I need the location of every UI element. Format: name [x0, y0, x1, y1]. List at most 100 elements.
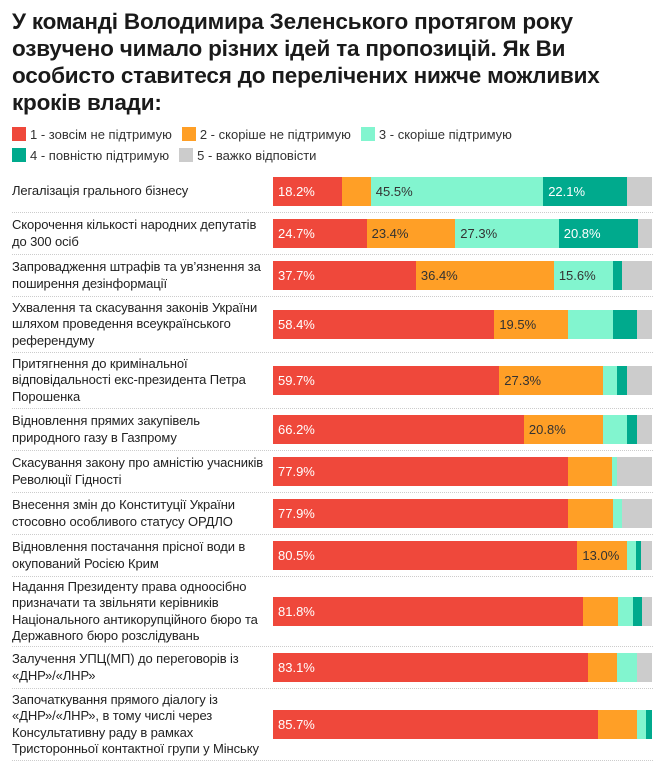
bar-segment — [602, 415, 628, 444]
category-label: Відновлення прямих закупівель природного… — [12, 413, 200, 445]
bar-segment — [567, 457, 613, 486]
bar-segment: 27.3% — [499, 366, 603, 395]
legend-label: 3 - скоріше підтримую — [378, 127, 512, 142]
bar-segment — [627, 415, 637, 444]
bar-segment — [568, 310, 613, 339]
stacked-bar: 83.1% — [273, 653, 652, 682]
stacked-bar: 24.7% 23.4% 27.3% 20.8% — [273, 219, 652, 248]
chart-row: Внесення змін до Конституції України сто… — [12, 493, 653, 535]
chart-row: Легалізація грального бізнесу 18.2% 45.5% 2… — [12, 171, 653, 213]
stacked-bar: 81.8% — [273, 597, 652, 626]
bar-segment: 22.1% — [543, 177, 627, 206]
chart-row: Запровадження штрафів та ув’язнення за п… — [12, 255, 653, 297]
bar-segment: 36.4% — [415, 261, 554, 290]
bar-segment: 81.8% — [273, 597, 584, 626]
bar-segment: 27.3% — [455, 219, 559, 248]
bar-segment — [617, 457, 652, 486]
legend-swatch — [12, 127, 26, 141]
bar-segment: 77.9% — [273, 457, 568, 486]
category-label: Скорочення кількості народних депутатів … — [12, 217, 257, 249]
bar-segment — [617, 597, 633, 626]
category-label: Запровадження штрафів та ув’язнення за п… — [12, 259, 261, 291]
legend-item: 1 - зовсім не підтримую — [12, 124, 172, 145]
category-label: Притягнення до кримінальної відповідальн… — [12, 355, 246, 404]
bar-segment — [568, 499, 613, 528]
category-label: Залучення УПЦ(МП) до переговорів із «ДНР… — [12, 651, 239, 683]
chart-title: У команді Володимира Зеленського протяго… — [12, 9, 600, 115]
bar-segment: 58.4% — [273, 310, 495, 339]
bar-segment — [583, 597, 618, 626]
stacked-bar: 59.7% 27.3% — [273, 366, 652, 395]
legend-swatch — [179, 148, 194, 162]
bar-segment — [602, 366, 617, 395]
stacked-bar: 85.7% — [273, 710, 652, 739]
legend-item: 5 - важко відповісти — [179, 145, 316, 166]
chart-row: Притягнення до кримінальної відповідальн… — [12, 353, 653, 409]
category-label: Легалізація грального бізнесу — [12, 183, 189, 199]
bar-segment — [612, 457, 618, 486]
bar-segment: 23.4% — [366, 219, 456, 248]
stacked-bar: 66.2% 20.8% — [273, 415, 652, 444]
bar-segment — [636, 541, 642, 570]
bar-segment: 66.2% — [273, 415, 524, 444]
bar-segment — [632, 597, 643, 626]
legend-swatch — [181, 127, 196, 141]
category-label: Ухвалення та скасування законів України … — [12, 299, 258, 348]
legend-label: 4 - повністю підтримую — [30, 148, 170, 163]
stacked-bar: 77.9% — [273, 499, 652, 528]
bar-segment: 77.9% — [273, 499, 569, 528]
bar-segment: 20.8% — [523, 415, 603, 444]
bar-segment: 85.7% — [273, 710, 598, 739]
chart-row: Започаткування прямого діалогу із «ДНР»/… — [12, 689, 653, 761]
chart-row: Ухвалення та скасування законів України … — [12, 297, 653, 353]
chart-row: Скасування закону про амністію учасників… — [12, 451, 653, 493]
category-label: Внесення змін до Конституції України сто… — [12, 497, 235, 529]
legend-label: 1 - зовсім не підтримую — [30, 127, 172, 142]
chart-rows: Легалізація грального бізнесу 18.2% 45.5% 2… — [12, 171, 653, 761]
bar-segment — [636, 415, 652, 444]
bar-segment — [587, 653, 618, 682]
stacked-bar: 77.9% — [273, 457, 652, 486]
bar-segment — [616, 366, 628, 395]
bar-segment — [622, 261, 652, 290]
bar-segment — [627, 366, 652, 395]
bar-segment: 20.8% — [558, 219, 638, 248]
bar-segment — [341, 177, 371, 206]
bar-segment: 13.0% — [577, 541, 627, 570]
stacked-bar: 58.4% 19.5% — [273, 310, 652, 339]
bar-segment — [646, 710, 652, 739]
category-label: Започаткування прямого діалогу із «ДНР»/… — [12, 691, 259, 757]
bar-segment — [641, 541, 652, 570]
bar-segment — [637, 310, 652, 339]
bar-segment: 24.7% — [273, 219, 367, 248]
legend-item: 3 - скоріше підтримую — [360, 124, 512, 145]
bar-segment: 15.6% — [553, 261, 613, 290]
bar-segment — [626, 177, 652, 206]
bar-segment — [612, 261, 623, 290]
chart-row: Надання Президенту права одноосібно приз… — [12, 577, 653, 647]
legend-label: 5 - важко відповісти — [197, 148, 317, 163]
bar-segment — [642, 597, 652, 626]
legend-item: 4 - повністю підтримую — [12, 145, 169, 166]
bar-segment — [622, 499, 652, 528]
category-label: Скасування закону про амністію учасників… — [12, 455, 264, 487]
bar-segment — [637, 653, 652, 682]
stacked-bar: 18.2% 45.5% 22.1% — [273, 177, 652, 206]
bar-segment: 37.7% — [273, 261, 416, 290]
chart-row: Скорочення кількості народних депутатів … — [12, 213, 653, 255]
bar-segment — [636, 710, 647, 739]
legend-swatch — [360, 127, 375, 141]
category-label: Надання Президенту права одноосібно приз… — [12, 578, 258, 644]
bar-segment: 83.1% — [273, 653, 588, 682]
bar-segment: 80.5% — [273, 541, 578, 570]
bar-segment — [612, 310, 638, 339]
bar-segment: 19.5% — [494, 310, 569, 339]
bar-segment — [617, 653, 638, 682]
bar-segment — [597, 710, 637, 739]
chart-row: Залучення УПЦ(МП) до переговорів із «ДНР… — [12, 647, 653, 689]
bar-segment — [637, 219, 652, 248]
legend-item: 2 - скоріше не підтримую — [181, 124, 351, 145]
chart-row: Відновлення прямих закупівель природного… — [12, 409, 653, 451]
bar-segment: 45.5% — [370, 177, 544, 206]
